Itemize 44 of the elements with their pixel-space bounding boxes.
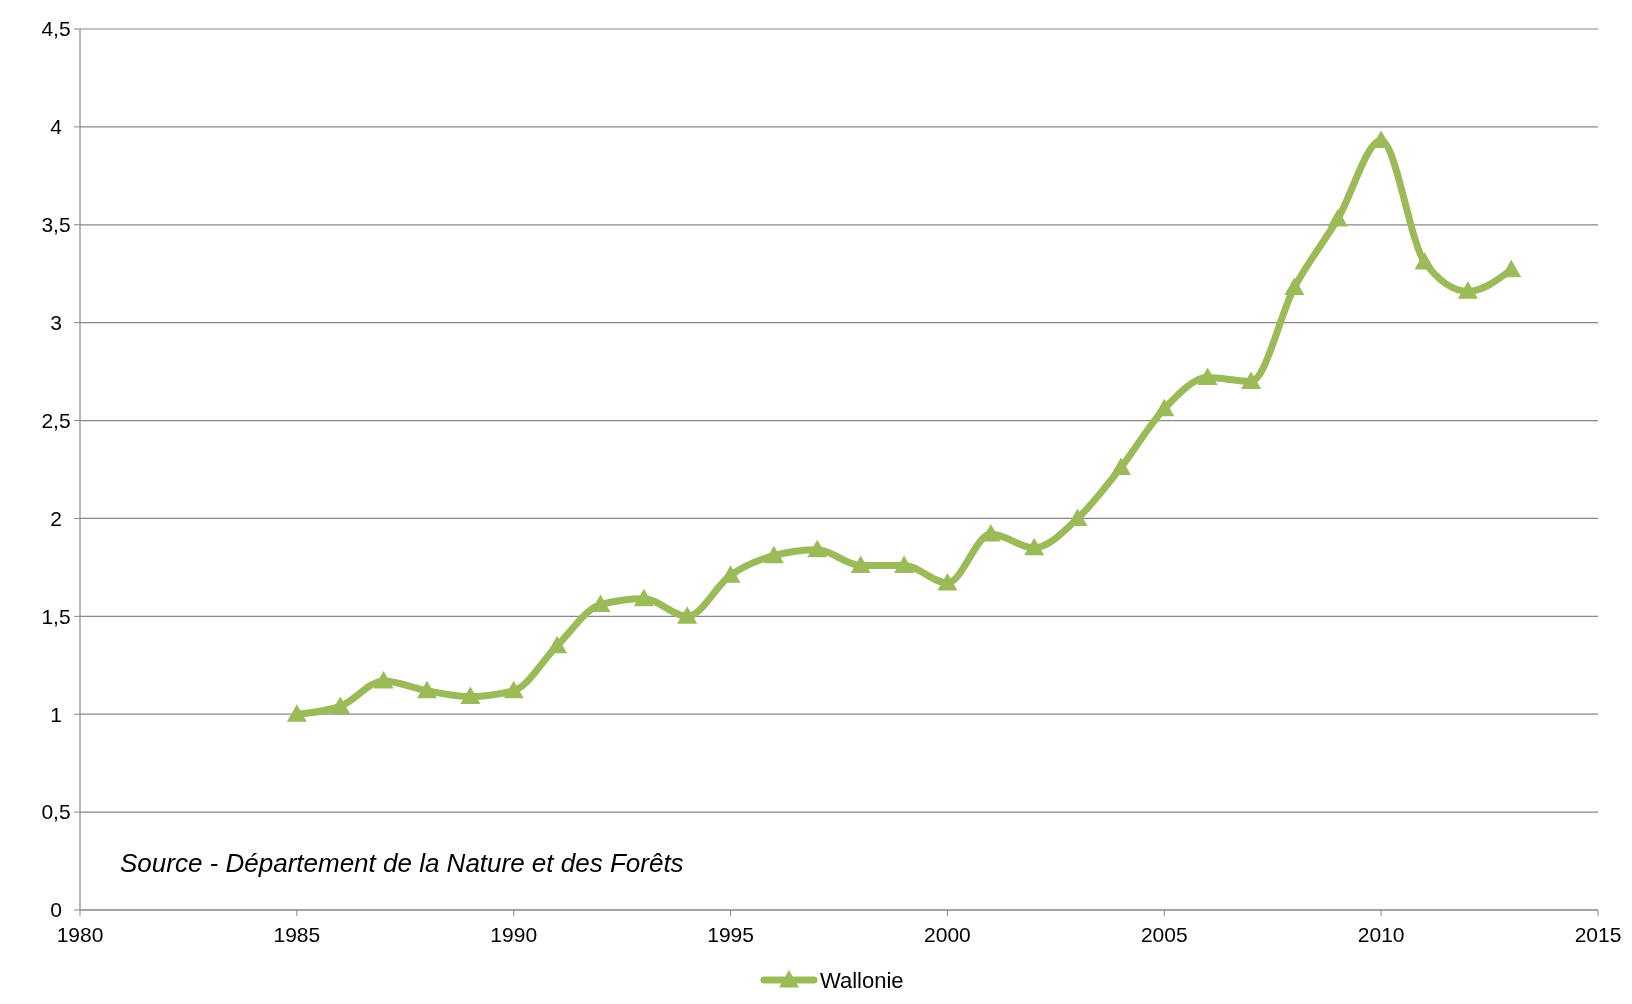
point (1197, 367, 1218, 385)
x-tick-label: 2000 (924, 923, 971, 946)
point (460, 686, 481, 705)
annotation: Source - Département de la Nature et des Forêts (120, 848, 684, 878)
y-tick-label: 0,5 (41, 800, 71, 824)
point (1110, 457, 1131, 476)
point (1241, 371, 1262, 389)
x-tick-label: 2015 (1574, 923, 1622, 946)
point (330, 696, 351, 714)
point (937, 573, 958, 591)
point (807, 539, 828, 558)
y-tick-label: 4 (50, 115, 63, 139)
point (894, 555, 915, 573)
x-tick-label: 1980 (56, 923, 104, 946)
point (1024, 537, 1045, 556)
point (677, 606, 698, 624)
point (850, 555, 871, 573)
legend-label: Wallonie (820, 967, 904, 993)
point (547, 635, 568, 654)
x-tick-label: 2005 (1140, 923, 1188, 946)
y-tick-label: 2,5 (41, 408, 71, 432)
point (373, 670, 394, 689)
x-tick-label: 1990 (490, 923, 538, 946)
y-tick-label: 1,5 (41, 604, 71, 628)
y-tick-label: 2 (50, 506, 62, 530)
point (633, 588, 654, 607)
point (1067, 508, 1088, 526)
y-tick-label: 3 (50, 311, 62, 335)
y-tick-label: 4,5 (41, 17, 71, 41)
point (503, 680, 524, 699)
point (1414, 251, 1435, 270)
y-tick-label: 1 (50, 702, 62, 726)
y-tick-label: 3,5 (41, 213, 71, 237)
point (1154, 398, 1175, 417)
point (1457, 281, 1478, 299)
point (763, 545, 784, 564)
point (1284, 277, 1305, 295)
point (1327, 208, 1348, 227)
x-tick-label: 1985 (273, 923, 321, 946)
x-tick-label: 2010 (1357, 923, 1405, 946)
point (286, 704, 307, 722)
point (416, 680, 437, 699)
x-tick-label: 1995 (707, 923, 754, 946)
y-tick-label: 0 (50, 898, 62, 922)
